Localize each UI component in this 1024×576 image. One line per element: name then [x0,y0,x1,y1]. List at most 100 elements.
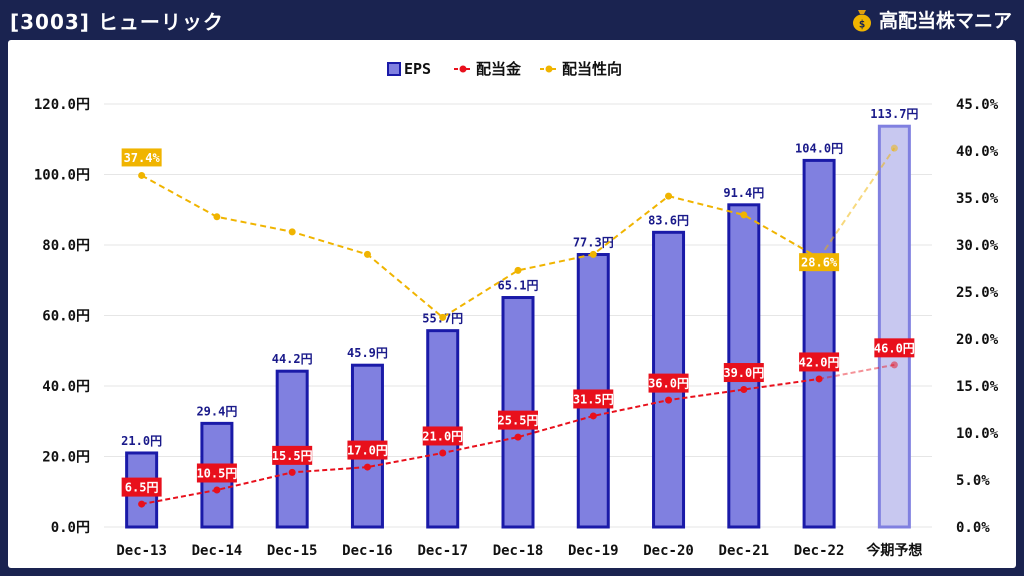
payout-data-label: 28.6% [801,256,838,270]
dividend-point [815,375,823,383]
legend-swatch-eps [387,62,401,76]
dividend-label-bg [347,440,388,460]
dividend-label-bg [573,389,614,409]
payout-line [141,174,820,319]
y-tick-label: 40.0円 [42,379,90,395]
eps-bar [802,158,836,529]
chart: 0.0円 20.0円 40.0円 60.0円 80.0円 100.0円 120.0円 0.0%… [34,60,999,559]
dividend-point [439,449,447,457]
dividend-data-label: 17.0円 [347,444,388,458]
header-bar: [3003] ヒューリック $ 高配当株マニア [0,0,1024,40]
dividend-label-bg [723,363,764,383]
eps-data-label: 77.3円 [573,236,614,250]
eps-data-label: 44.2円 [272,352,313,366]
dividend-line [141,377,820,506]
dividend-point [589,412,597,420]
x-tick-label: Dec-18 [493,543,544,559]
x-tick-label: Dec-20 [643,543,694,559]
dividend-label-bg [648,373,689,393]
brand: $ 高配当株マニア [851,6,1012,33]
y2-tick-label: 5.0% [956,473,990,489]
x-tick-label: Dec-13 [116,543,167,559]
payout-point [665,192,673,200]
dividend-data-label: 36.0円 [648,377,689,391]
dividend-point [514,433,522,441]
dividend-point [288,468,296,476]
dividend-data-label: 6.5円 [125,481,159,495]
legend-marker-dividend [459,65,467,73]
legend-label-payout: 配当性向 [562,60,622,78]
dividend-data-label: 31.5円 [573,392,614,406]
money-bag-icon: $ [851,8,873,32]
x-tick-label: Dec-17 [417,543,468,559]
x-tick-label: Dec-21 [719,543,770,559]
y-tick-label: 80.0円 [42,238,90,254]
payout-label-bg [799,253,840,272]
payout-point [439,313,447,321]
eps-data-label: 29.4円 [196,404,237,418]
dividend-label-bg [272,445,313,465]
y-tick-label: 60.0円 [42,309,90,325]
dividend-label-bg [799,352,840,372]
dividend-label-bg [422,426,463,446]
dividend-point [665,396,673,404]
eps-data-label: 65.1円 [498,279,539,293]
dividend-point [890,361,898,369]
y2-tick-label: 35.0% [956,191,999,207]
x-tick-label: Dec-19 [568,543,619,559]
dividend-line-forecast [818,363,895,380]
dividend-data-label: 15.5円 [272,449,313,463]
payout-point [213,213,221,221]
brand-name: 高配当株マニア [878,10,1012,32]
dividend-point [213,486,221,494]
payout-data-label: 37.4% [124,151,161,165]
dividend-point [363,463,371,471]
y2-tick-label: 20.0% [956,332,999,348]
y2-tick-label: 0.0% [956,520,990,536]
dividend-data-label: 39.0円 [723,366,764,380]
payout-point [890,144,898,152]
svg-text:$: $ [859,17,866,30]
eps-bar [877,124,911,529]
payout-line-forecast [818,147,896,259]
eps-data-label: 83.6円 [648,213,689,227]
payout-point [363,250,371,258]
eps-data-label: 91.4円 [723,186,764,200]
eps-data-label: 113.7円 [870,107,918,121]
dividend-point [138,500,146,508]
payout-point [288,228,296,236]
legend-label-eps: EPS [404,60,431,78]
legend-marker-payout [545,65,553,73]
y-tick-label: 100.0円 [34,168,90,184]
payout-point [740,211,748,219]
dividend-point [740,386,748,394]
dividend-label-bg [121,477,162,497]
y2-tick-label: 10.0% [956,426,999,442]
dividend-label-bg [874,338,915,358]
chart-panel: 0.0円 20.0円 40.0円 60.0円 80.0円 100.0円 120.0円 0.0%… [8,40,1016,568]
eps-data-label: 104.0円 [795,141,843,155]
y2-tick-label: 40.0% [956,144,999,160]
y2-tick-label: 15.0% [956,379,999,395]
x-tick-label: Dec-22 [794,543,845,559]
dividend-data-label: 21.0円 [422,429,463,443]
payout-point [514,266,522,274]
y2-tick-label: 25.0% [956,285,999,301]
y-tick-label: 120.0円 [34,97,90,113]
dividend-data-label: 25.5円 [498,414,539,428]
dividend-data-label: 10.5円 [196,466,237,480]
y-tick-label: 20.0円 [42,450,90,466]
y-tick-label: 0.0円 [51,520,90,536]
eps-data-label: 45.9円 [347,346,388,360]
dividend-label-bg [196,463,237,483]
page-title: [3003] ヒューリック [10,10,224,34]
payout-point [589,250,597,258]
eps-data-label: 21.0円 [121,434,162,448]
dividend-data-label: 46.0円 [874,341,915,355]
payout-label-bg [121,148,162,167]
x-tick-label: 今期予想 [865,542,922,559]
dividend-label-bg [498,410,538,430]
y2-tick-label: 30.0% [956,238,999,254]
payout-point [138,171,146,179]
